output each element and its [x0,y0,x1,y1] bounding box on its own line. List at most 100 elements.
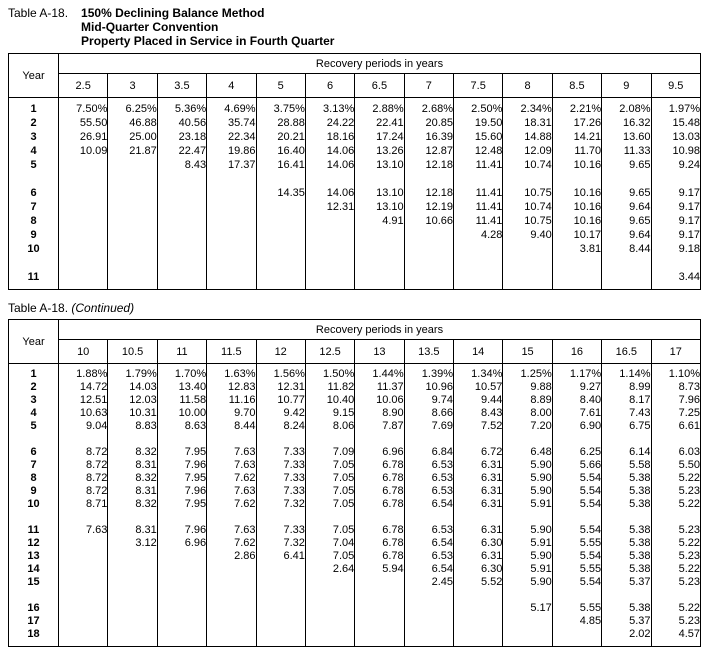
recovery-period-col-header: 2.5 [57,73,108,98]
value-cell [403,228,454,242]
value-cell: 5.90 [502,576,553,589]
value-cell-empty [601,589,651,602]
value-cell [304,576,355,589]
value-cell-empty [107,511,158,524]
table-row: 12 3.12 6.96 7.62 7.32 7.04 6.78 6.54 6.30 5.91 5.… [8,537,701,550]
value-cell [206,563,256,576]
value-cell: 5.23 [650,550,701,563]
recovery-period-col-header: 14 [452,339,503,364]
value-cell: 12.48 [452,144,503,158]
recovery-period-col-header: 11 [156,339,207,364]
value-cell: 6.03 [650,446,701,459]
value-cell: 6.14 [601,446,651,459]
value-cell: 9.74 [403,394,454,407]
value-cell: 16.40 [255,144,306,158]
group-separator-row [8,511,701,524]
recovery-period-col-header: 7 [403,73,454,98]
value-cell [107,550,158,563]
value-cell-empty [403,511,454,524]
value-cell-empty [57,589,108,602]
value-cell: 14.21 [551,130,602,144]
value-cell: 17.37 [206,158,256,172]
year-cell: 16 [8,602,59,615]
value-cell: 7.52 [452,420,503,433]
value-cell: 16.41 [255,158,306,172]
value-cell-empty [452,172,503,186]
value-cell: 6.96 [354,446,405,459]
value-cell [57,158,108,172]
table-row: 18 2.02 4.57 [8,628,701,647]
year-cell: 3 [8,394,59,407]
value-cell: 7.05 [304,498,355,511]
year-cell: 15 [8,576,59,589]
value-cell: 6.54 [403,563,454,576]
recovery-periods-header: Recovery periods in years [58,319,701,340]
value-cell: 5.38 [601,550,651,563]
value-cell: 6.48 [502,446,553,459]
value-cell: 6.54 [403,498,454,511]
value-cell [354,628,405,647]
table-row: 17 4.85 5.37 5.23 [8,615,701,628]
value-cell: 5.55 [551,537,602,550]
value-cell: 22.47 [156,144,207,158]
value-cell: 1.56% [255,363,306,381]
value-cell [57,563,108,576]
value-cell [403,628,454,647]
table-row: 3 12.51 12.03 11.58 11.16 10.77 10.40 10.06 9.74… [8,394,701,407]
value-cell: 5.91 [502,563,553,576]
value-cell: 9.64 [601,200,651,214]
value-cell: 10.16 [551,200,602,214]
recovery-period-col-header: 6 [304,73,355,98]
value-cell [156,602,207,615]
value-cell: 2.68% [403,97,454,116]
value-cell: 19.50 [452,116,503,130]
value-cell: 5.90 [502,485,553,498]
value-cell: 1.25% [502,363,553,381]
value-cell-empty [156,511,207,524]
value-cell: 7.95 [156,498,207,511]
table1-columns-row: 2.5 3 3.5 4 5 6 6.5 7 7.5 8 8.5 9 9.5 [9,73,701,98]
value-cell: 7.50% [57,97,108,116]
value-cell [304,615,355,628]
value-cell-empty [502,433,553,446]
value-cell [107,158,158,172]
value-cell: 7.33 [255,459,306,472]
value-cell-empty [601,172,651,186]
value-cell: 7.25 [650,407,701,420]
table2-header: Year Recovery periods in years 10 10.5 11 1… [8,319,701,364]
table-row: 1 1.88% 1.79% 1.70% 1.63% 1.56% 1.50% 1.44% 1.39… [8,363,701,381]
year-cell: 8 [8,472,59,485]
value-cell [304,228,355,242]
value-cell-empty [156,172,207,186]
value-cell: 5.55 [551,563,602,576]
value-cell: 22.34 [206,130,256,144]
value-cell: 6.31 [452,524,503,537]
recovery-period-col-header: 10.5 [107,339,158,364]
value-cell [304,270,355,290]
value-cell-empty [601,433,651,446]
value-cell: 9.64 [601,228,651,242]
value-cell: 5.66 [551,459,602,472]
value-cell: 10.74 [502,158,553,172]
value-cell: 5.23 [650,485,701,498]
value-cell: 5.54 [551,550,602,563]
value-cell: 6.78 [354,524,405,537]
value-cell: 13.10 [354,200,405,214]
table2-caption: Table A-18. (Continued) [8,301,704,315]
value-cell [57,602,108,615]
value-cell [403,270,454,290]
value-cell: 14.03 [107,381,158,394]
recovery-period-col-header: 3.5 [156,73,207,98]
value-cell [502,242,553,256]
value-cell: 13.60 [601,130,651,144]
value-cell: 7.95 [156,472,207,485]
value-cell: 5.54 [551,498,602,511]
value-cell-empty [650,172,701,186]
value-cell [551,628,602,647]
value-cell: 7.05 [304,459,355,472]
value-cell: 10.96 [403,381,454,394]
value-cell: 25.00 [107,130,158,144]
value-cell: 6.25% [107,97,158,116]
value-cell: 14.88 [502,130,553,144]
value-cell: 6.53 [403,459,454,472]
